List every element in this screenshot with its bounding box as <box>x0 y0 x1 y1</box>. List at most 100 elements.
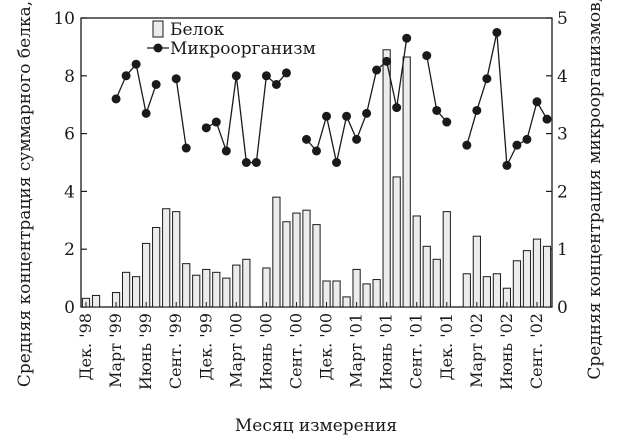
x-tick-label-15: Сент. '02 <box>527 313 546 389</box>
bar-36 <box>442 211 451 308</box>
bar-26 <box>342 296 351 308</box>
point-6 <box>141 108 151 118</box>
bar-11 <box>192 274 201 308</box>
point-44 <box>522 134 532 144</box>
y-left-axis-title: Средняя концентрация суммарного белка, м… <box>15 0 35 387</box>
bar-5 <box>132 276 141 308</box>
left-axis: 0 2 4 6 8 10 <box>53 9 87 318</box>
x-tick-label-5: Март '00 <box>226 313 245 388</box>
protein-bars <box>81 49 552 308</box>
bar-39 <box>472 235 481 308</box>
legend-marker <box>153 43 163 53</box>
point-38 <box>462 140 472 150</box>
bar-21 <box>292 212 301 308</box>
bar-27 <box>352 268 361 308</box>
y-left-tick-label-3: 6 <box>64 125 75 145</box>
point-36 <box>442 117 452 127</box>
point-45 <box>532 97 542 107</box>
point-24 <box>322 111 332 121</box>
bar-31 <box>392 176 401 308</box>
point-14 <box>221 146 231 156</box>
point-39 <box>472 105 482 115</box>
point-16 <box>241 158 251 167</box>
x-tick-label-6: Июнь '00 <box>256 313 275 390</box>
bar-13 <box>212 271 221 308</box>
x-tick-label-0: Дек. '98 <box>76 313 95 380</box>
bar-14 <box>222 277 231 308</box>
bar-30 <box>382 49 391 308</box>
legend: Белок Микроорганизм <box>147 20 316 59</box>
y-right-tick-label-4: 4 <box>557 67 568 87</box>
x-tick-label-13: Март '02 <box>467 313 486 388</box>
legend-bar-swatch <box>152 20 164 38</box>
bar-9 <box>172 211 181 308</box>
bar-34 <box>422 245 431 308</box>
x-tick-label-12: Дек. '01 <box>437 313 456 380</box>
microorganism-series <box>111 27 552 170</box>
point-42 <box>502 160 512 170</box>
legend-label-microorganism: Микроорганизм <box>170 39 316 59</box>
point-29 <box>372 65 382 75</box>
point-9 <box>171 74 181 84</box>
point-28 <box>362 108 372 118</box>
bar-22 <box>302 209 311 308</box>
point-13 <box>211 117 221 127</box>
point-40 <box>482 74 492 84</box>
x-tick-label-2: Июнь '99 <box>136 313 155 390</box>
bar-7 <box>152 227 161 308</box>
point-10 <box>181 143 191 153</box>
y-left-tick-label-1: 2 <box>64 240 75 260</box>
point-5 <box>131 59 141 69</box>
bar-46 <box>542 245 552 308</box>
x-tick-label-8: Дек. '00 <box>317 313 336 380</box>
x-axis-labels: Дек. '98 Март '99 Июнь '99 Сент. '99 Дек. '9… <box>76 302 546 390</box>
point-35 <box>432 105 442 115</box>
bar-23 <box>312 224 321 308</box>
point-46 <box>542 114 552 124</box>
bar-1 <box>91 294 101 308</box>
bar-40 <box>482 276 491 308</box>
bar-29 <box>372 279 381 308</box>
point-32 <box>402 33 412 43</box>
bar-10 <box>182 263 191 308</box>
point-27 <box>352 134 362 144</box>
bar-20 <box>282 221 291 308</box>
y-right-axis-title: Средняя концентрация микроорганизмов, м³… <box>585 0 605 380</box>
right-axis: 0 1 2 3 4 5 <box>546 9 568 318</box>
y-right-tick-label-3: 3 <box>557 125 568 145</box>
point-43 <box>512 140 522 150</box>
bar-18 <box>262 267 271 308</box>
point-30 <box>382 56 392 66</box>
point-22 <box>301 134 311 144</box>
bar-12 <box>202 268 211 308</box>
y-left-tick-label-5: 10 <box>53 9 75 29</box>
bar-41 <box>492 273 501 308</box>
series-line-0 <box>115 62 157 116</box>
bar-38 <box>462 273 471 308</box>
point-18 <box>261 71 271 81</box>
y-right-tick-label-5: 5 <box>557 9 568 29</box>
bar-45 <box>532 238 542 308</box>
bar-33 <box>412 215 421 308</box>
bar-6 <box>142 242 151 308</box>
point-34 <box>422 51 432 61</box>
x-tick-label-4: Дек. '99 <box>196 313 215 380</box>
x-axis-title: Месяц измерения <box>235 416 397 436</box>
point-31 <box>392 103 402 113</box>
point-26 <box>342 111 352 121</box>
series-line-1 <box>175 78 187 149</box>
y-right-tick-label-2: 2 <box>557 182 568 202</box>
bar-16 <box>242 258 251 308</box>
x-tick-label-7: Сент. '00 <box>286 313 305 389</box>
x-tick-label-14: Июнь '02 <box>497 313 516 390</box>
point-20 <box>281 68 291 78</box>
bar-4 <box>121 271 131 308</box>
point-41 <box>492 27 502 37</box>
y-left-tick-label-0: 0 <box>64 298 75 318</box>
bar-32 <box>402 56 411 308</box>
point-4 <box>121 71 131 81</box>
y-left-tick-label-4: 8 <box>64 67 75 87</box>
x-tick-label-1: Март '99 <box>106 313 125 388</box>
bar-35 <box>432 258 441 308</box>
